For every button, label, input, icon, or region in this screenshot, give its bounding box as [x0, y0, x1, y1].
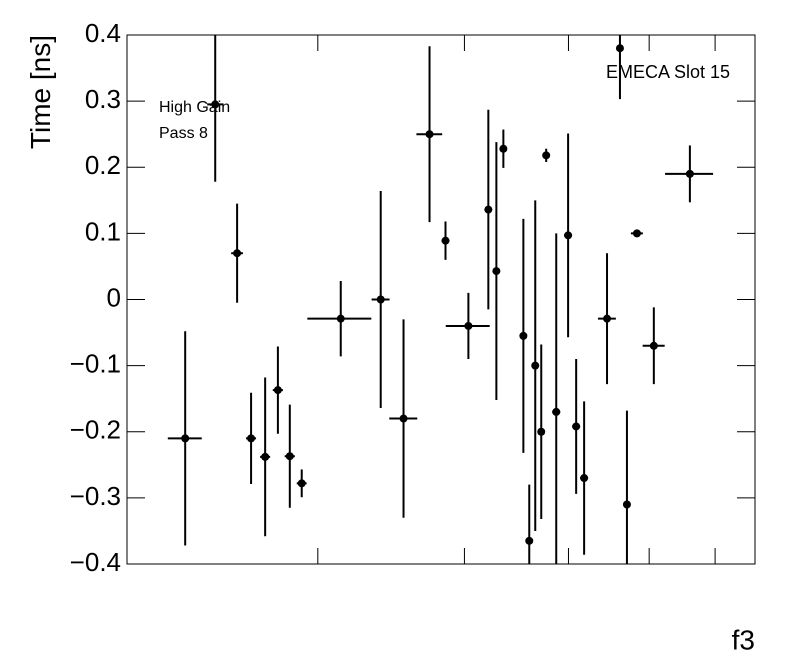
data-point	[603, 314, 612, 323]
data-point	[552, 407, 561, 416]
data-point	[285, 452, 294, 461]
data-point	[519, 331, 528, 340]
y-tick-label: −0.3	[70, 481, 121, 511]
y-tick-label: 0	[107, 282, 121, 312]
data-point	[685, 169, 694, 178]
data-point	[632, 229, 641, 238]
annotation: Pass 8	[159, 125, 208, 142]
data-point	[399, 414, 408, 423]
y-tick-label: 0.2	[85, 150, 121, 180]
data-point	[531, 361, 540, 370]
data-point	[441, 236, 450, 245]
data-point	[425, 130, 434, 139]
data-point	[564, 231, 573, 240]
data-point	[297, 479, 306, 488]
data-point	[649, 341, 658, 350]
y-tick-label: 0.1	[85, 216, 121, 246]
data-point	[464, 321, 473, 330]
data-point	[233, 249, 242, 258]
data-point	[525, 536, 534, 545]
data-point	[580, 474, 589, 483]
y-tick-label: −0.1	[70, 349, 121, 379]
data-point	[484, 205, 493, 214]
y-tick-label: 0.4	[85, 18, 121, 48]
data-point	[181, 434, 190, 443]
data-point	[261, 452, 270, 461]
data-point	[537, 427, 546, 436]
y-tick-label: 0.3	[85, 84, 121, 114]
data-point	[273, 386, 282, 395]
y-tick-label: −0.4	[70, 547, 121, 577]
y-tick-label: −0.2	[70, 415, 121, 445]
data-point	[376, 295, 385, 304]
data-point	[492, 267, 501, 276]
data-point	[499, 144, 508, 153]
y-axis-label: Time [ns]	[25, 35, 56, 149]
annotation: High Gain	[159, 99, 230, 116]
data-point	[615, 44, 624, 53]
x-axis-label: f3	[732, 624, 755, 655]
annotation: EMECA Slot 15	[606, 62, 730, 82]
data-point	[542, 151, 551, 160]
data-point	[247, 434, 256, 443]
data-point	[211, 100, 220, 109]
data-point	[622, 500, 631, 509]
plot-area	[167, 35, 714, 564]
data-point	[572, 422, 581, 431]
data-point	[336, 314, 345, 323]
